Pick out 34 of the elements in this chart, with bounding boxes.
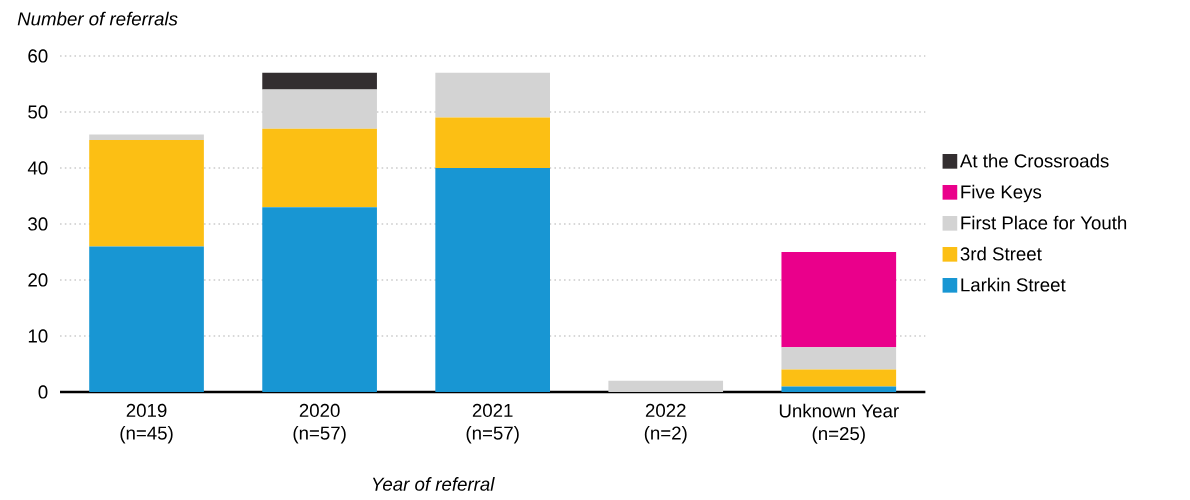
bar	[89, 134, 204, 140]
y-tick-label: 10	[28, 329, 48, 343]
legend-label: At the Crossroads	[959, 153, 1109, 168]
bar	[781, 251, 897, 348]
bar	[262, 72, 377, 90]
x-axis-title: Year of referral	[372, 477, 495, 491]
y-tick-label: 60	[28, 49, 48, 63]
y-tick-label: 20	[28, 273, 48, 287]
bar	[89, 246, 204, 392]
x-tick-label: 2019 (n=45)	[120, 403, 173, 444]
bar	[435, 117, 550, 168]
bar	[262, 207, 377, 392]
legend-label: First Place for Youth	[961, 215, 1127, 230]
bar	[435, 167, 550, 392]
y-tick-label: 40	[27, 161, 48, 175]
bar	[262, 89, 377, 129]
x-tick-label: 2022 (n=2)	[644, 403, 687, 444]
bar	[781, 386, 897, 392]
bar	[781, 347, 897, 370]
x-tick-label: 2020 (n=57)	[293, 403, 346, 444]
x-tick-label: 2021 (n=57)	[466, 403, 519, 444]
y-tick-label: 30	[28, 217, 48, 231]
bar	[262, 128, 377, 208]
y-tick-label: 50	[28, 105, 48, 119]
bar	[89, 140, 204, 247]
x-tick-label: Unknown Year (n=25)	[779, 403, 899, 444]
y-axis-title: Number of referrals	[17, 11, 178, 26]
legend-label: Five Keys	[961, 184, 1042, 203]
legend-label: Larkin Street	[961, 277, 1066, 292]
legend-label: 3rd Street	[960, 246, 1042, 261]
bar	[781, 369, 897, 387]
bar	[608, 380, 724, 392]
y-tick-label: 0	[38, 385, 48, 399]
bar	[435, 72, 550, 118]
